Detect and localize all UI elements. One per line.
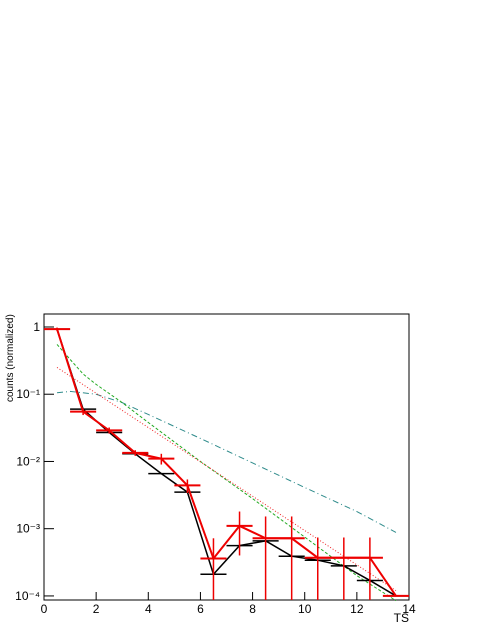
y-tick-label: 1 [33, 320, 40, 334]
x-tick-label: 8 [249, 602, 256, 616]
y-tick-label: 10⁻⁴ [15, 589, 40, 603]
frame [43, 313, 410, 601]
y-tick-label: 10⁻² [16, 454, 40, 468]
y-axis-title: counts (normalized) [5, 314, 16, 402]
histogram-line [56, 328, 397, 597]
x-tick-label: 10 [298, 602, 312, 616]
x-tick-label: 2 [93, 602, 100, 616]
histogram-line [56, 328, 397, 597]
y-tick-label: 10⁻³ [16, 522, 40, 536]
x-tick-label: 4 [145, 602, 152, 616]
x-tick-label: 6 [197, 602, 204, 616]
fit-curve [56, 390, 397, 533]
fit-curve [56, 344, 397, 602]
x-tick-label: 14 [402, 602, 416, 616]
x-axis-title: TS [394, 611, 409, 625]
x-tick-label: 0 [41, 602, 48, 616]
x-tick-label: 12 [350, 602, 364, 616]
y-tick-label: 10⁻¹ [16, 387, 40, 401]
